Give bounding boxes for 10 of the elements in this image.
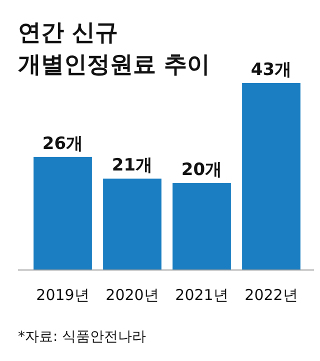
text: *자료: 식품안전나라 — [18, 329, 146, 345]
chart-title: 연간 신규 개별인정원료 추이 — [18, 20, 210, 78]
data-label: 26개 — [42, 134, 84, 154]
data-label: 21개 — [112, 156, 153, 176]
x-tick-label: 2020년 — [106, 286, 159, 304]
x-tick-label: 2022년 — [244, 286, 298, 304]
data-label: 20개 — [181, 160, 222, 180]
x-tick-label: 2019년 — [36, 286, 90, 304]
data-label: 43개 — [250, 60, 292, 80]
x-tick-label: 2021년 — [175, 286, 228, 304]
